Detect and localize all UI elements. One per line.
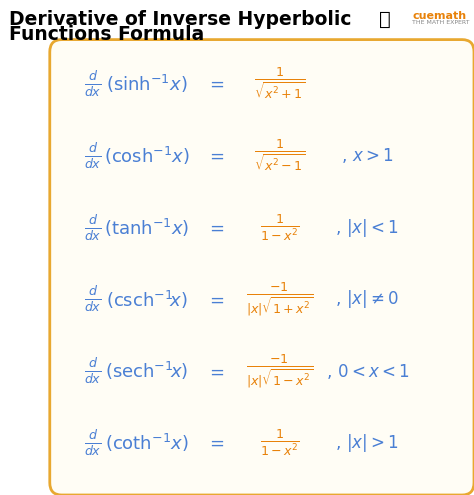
FancyBboxPatch shape	[50, 40, 474, 495]
Text: $,\, 0<x<1$: $,\, 0<x<1$	[326, 362, 409, 381]
Text: $(\mathrm{csch}^{-1}\!x)$: $(\mathrm{csch}^{-1}\!x)$	[106, 289, 188, 310]
Text: THE MATH EXPERT: THE MATH EXPERT	[412, 20, 470, 25]
Text: $(\tanh^{-1}\!x)$: $(\tanh^{-1}\!x)$	[104, 217, 190, 239]
Text: $\frac{1}{1-x^2}$: $\frac{1}{1-x^2}$	[260, 213, 300, 243]
Text: 🚀: 🚀	[379, 10, 391, 29]
Text: $(\sinh^{-1}\!x)$: $(\sinh^{-1}\!x)$	[106, 73, 188, 95]
Text: $\frac{-1}{|x|\sqrt{1-x^2}}$: $\frac{-1}{|x|\sqrt{1-x^2}}$	[246, 352, 313, 390]
Text: Functions Formula: Functions Formula	[9, 25, 205, 44]
Text: $=$: $=$	[206, 147, 225, 165]
Text: $(\cosh^{-1}\!x)$: $(\cosh^{-1}\!x)$	[104, 145, 190, 167]
Text: $\frac{d}{dx}$: $\frac{d}{dx}$	[83, 69, 101, 99]
Text: $\frac{d}{dx}$: $\frac{d}{dx}$	[83, 285, 101, 314]
Text: $\frac{1}{1-x^2}$: $\frac{1}{1-x^2}$	[260, 428, 300, 458]
Text: $\frac{d}{dx}$: $\frac{d}{dx}$	[83, 428, 101, 458]
Text: $,\, |x|\neq 0$: $,\, |x|\neq 0$	[335, 289, 400, 310]
Text: Derivative of Inverse Hyperbolic: Derivative of Inverse Hyperbolic	[9, 10, 352, 29]
Text: $=$: $=$	[206, 291, 225, 308]
Text: $,\, |x|>1$: $,\, |x|>1$	[336, 432, 399, 454]
Text: $\frac{1}{\sqrt{x^2-1}}$: $\frac{1}{\sqrt{x^2-1}}$	[254, 138, 305, 174]
Text: $\frac{d}{dx}$: $\frac{d}{dx}$	[83, 356, 101, 386]
Text: $,\, x>1$: $,\, x>1$	[341, 147, 393, 165]
Text: cuemath: cuemath	[412, 11, 466, 21]
Text: $\frac{d}{dx}$: $\frac{d}{dx}$	[83, 141, 101, 171]
Text: $\frac{-1}{|x|\sqrt{1+x^2}}$: $\frac{-1}{|x|\sqrt{1+x^2}}$	[246, 281, 313, 318]
Text: $(\coth^{-1}\!x)$: $(\coth^{-1}\!x)$	[105, 432, 189, 454]
Text: $\frac{d}{dx}$: $\frac{d}{dx}$	[83, 213, 101, 243]
Text: $=$: $=$	[206, 434, 225, 452]
Text: $=$: $=$	[206, 362, 225, 380]
Text: $\frac{1}{\sqrt{x^2+1}}$: $\frac{1}{\sqrt{x^2+1}}$	[254, 66, 305, 102]
Text: $(\mathrm{sech}^{-1}\!x)$: $(\mathrm{sech}^{-1}\!x)$	[105, 360, 189, 382]
Text: $,\, |x|<1$: $,\, |x|<1$	[336, 217, 399, 239]
Text: $=$: $=$	[206, 75, 225, 93]
Text: $=$: $=$	[206, 219, 225, 237]
